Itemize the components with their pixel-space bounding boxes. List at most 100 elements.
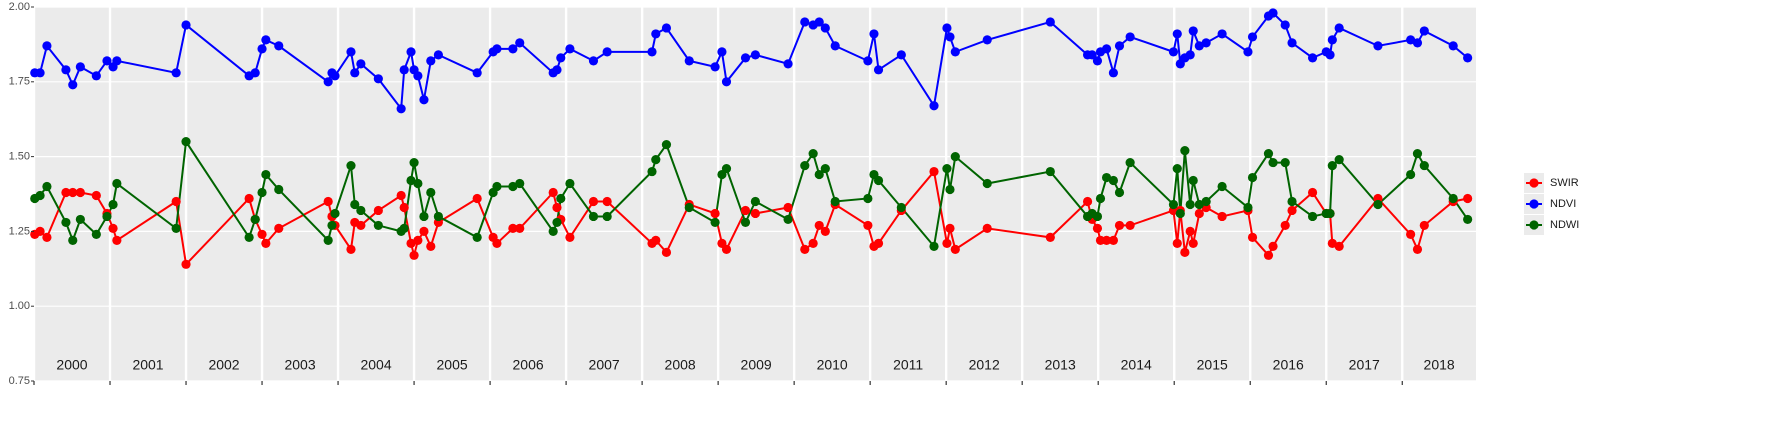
data-point [409,250,419,260]
data-point [783,59,793,69]
data-point [373,205,383,216]
data-point [112,178,122,189]
panel-background [34,7,1476,381]
data-point [492,238,502,248]
data-point [346,160,356,171]
data-point [1325,50,1335,60]
data-point [1101,235,1112,245]
data-point [373,74,383,84]
data-point [552,202,562,213]
data-point [61,187,71,198]
data-point [413,71,423,81]
data-point [1373,199,1383,210]
x-tick-label: 2011 [893,357,923,373]
legend-label: NDVI [1550,198,1576,210]
data-point [548,226,558,236]
x-tick-label: 2016 [1273,357,1304,373]
data-point [1268,241,1278,251]
data-point [1175,208,1185,219]
data-point [588,196,599,207]
data-point [244,193,254,204]
data-point [419,226,429,236]
data-point [750,196,760,207]
data-point [1082,196,1093,207]
data-point [814,169,824,180]
data-point [950,244,960,254]
data-point [1194,208,1204,219]
data-point [68,80,78,90]
data-point [1188,175,1198,186]
data-point [515,38,525,48]
data-point [1092,223,1103,234]
data-point [492,44,502,54]
data-point [929,241,939,251]
data-point [1188,238,1198,248]
data-point [399,202,409,213]
y-tick-label: 1.25 [9,225,30,237]
data-point [588,56,599,66]
legend: SWIR NDVI NDWI [1524,173,1579,235]
data-point [1087,50,1097,60]
data-point [75,62,85,72]
legend-label: SWIR [1550,177,1579,189]
data-point [651,154,661,165]
data-point [91,229,101,239]
data-point [556,53,566,63]
x-tick-label: 2008 [665,357,696,373]
data-point [1092,211,1103,222]
data-point [1217,181,1227,192]
data-point [602,47,612,57]
data-point [1125,32,1135,42]
data-point [565,232,575,242]
data-point [740,217,751,228]
data-point [426,187,436,198]
data-point [373,220,383,231]
x-tick-label: 2001 [132,357,163,373]
data-point [433,50,443,60]
data-point [1108,175,1119,186]
data-point [1247,232,1258,242]
data-point [257,44,267,54]
data-point [830,41,840,51]
data-point [721,244,732,254]
data-point [356,205,366,216]
data-point [942,23,952,33]
data-point [1045,17,1055,27]
data-point [171,223,181,234]
data-point [710,208,720,219]
legend-key-point [1529,220,1539,230]
data-point [869,29,879,39]
data-point [1448,193,1458,204]
data-point [75,187,85,198]
data-point [1045,166,1055,177]
data-point [108,223,118,234]
y-tick-label: 1.75 [9,76,30,88]
data-point [647,47,657,57]
data-point [1172,238,1182,248]
data-point [808,149,818,159]
data-point [552,65,562,75]
data-point [896,50,906,60]
data-point [426,56,436,66]
data-point [42,232,52,242]
data-point [323,235,333,245]
data-point [1201,196,1211,207]
data-point [929,166,939,177]
data-point [409,157,419,168]
data-point [1307,53,1318,63]
data-point [800,244,810,254]
data-point [419,95,429,105]
y-tick-label: 1.00 [9,300,30,312]
legend-key-point [1529,178,1539,188]
data-point [565,44,575,54]
data-point [1114,187,1125,198]
data-point [1406,169,1416,180]
data-point [1287,38,1297,48]
data-point [35,190,45,201]
data-point [721,77,732,87]
data-point [783,214,793,225]
data-point [61,217,71,228]
data-point [1419,220,1429,231]
data-point [102,211,112,222]
data-point [783,202,793,213]
